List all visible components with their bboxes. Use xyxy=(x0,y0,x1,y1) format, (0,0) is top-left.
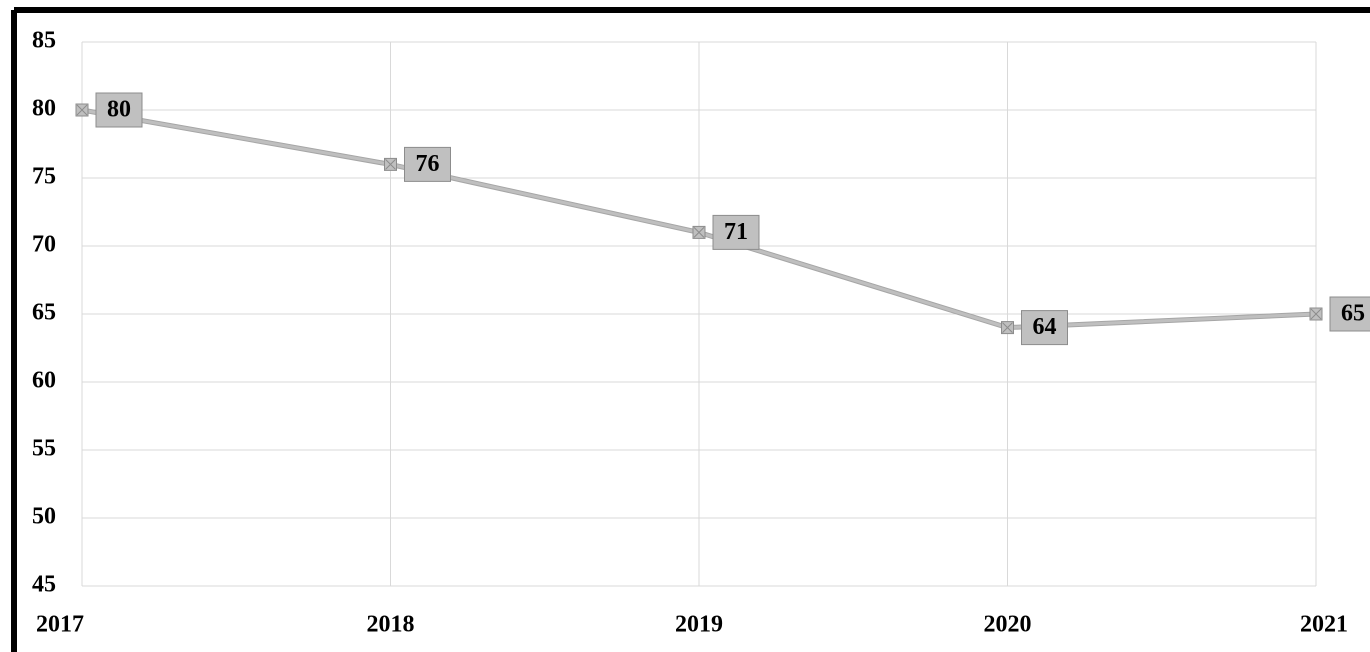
x-tick-label: 2021 xyxy=(1300,612,1348,638)
marker-cross xyxy=(1002,322,1013,333)
data-label-box xyxy=(95,92,143,128)
data-label: 76 xyxy=(416,151,440,177)
data-label: 80 xyxy=(107,97,131,123)
data-label-box xyxy=(1021,310,1068,346)
marker-cross xyxy=(693,227,705,238)
marker-cross xyxy=(385,159,396,170)
x-tick-label: 2019 xyxy=(675,612,723,638)
data-label: 64 xyxy=(1033,314,1057,340)
x-tick-label: 2020 xyxy=(984,612,1032,638)
data-label-box xyxy=(712,214,760,250)
x-tick-label: 2018 xyxy=(367,612,415,638)
y-tick-label: 80 xyxy=(32,96,56,122)
x-tick-label: 2017 xyxy=(36,612,84,638)
y-tick-label: 85 xyxy=(32,28,56,54)
y-tick-label: 75 xyxy=(32,164,56,190)
data-label: 65 xyxy=(1341,301,1365,327)
marker-cross xyxy=(76,104,88,116)
y-tick-label: 55 xyxy=(32,436,56,462)
y-tick-label: 45 xyxy=(32,572,56,598)
y-tick-label: 70 xyxy=(32,232,56,258)
marker-cross xyxy=(1310,308,1322,320)
y-tick-label: 65 xyxy=(32,300,56,326)
data-label-box xyxy=(1329,296,1370,332)
data-label: 71 xyxy=(724,219,748,245)
y-tick-label: 50 xyxy=(32,504,56,530)
data-label-box xyxy=(404,146,451,182)
y-tick-label: 60 xyxy=(32,368,56,394)
